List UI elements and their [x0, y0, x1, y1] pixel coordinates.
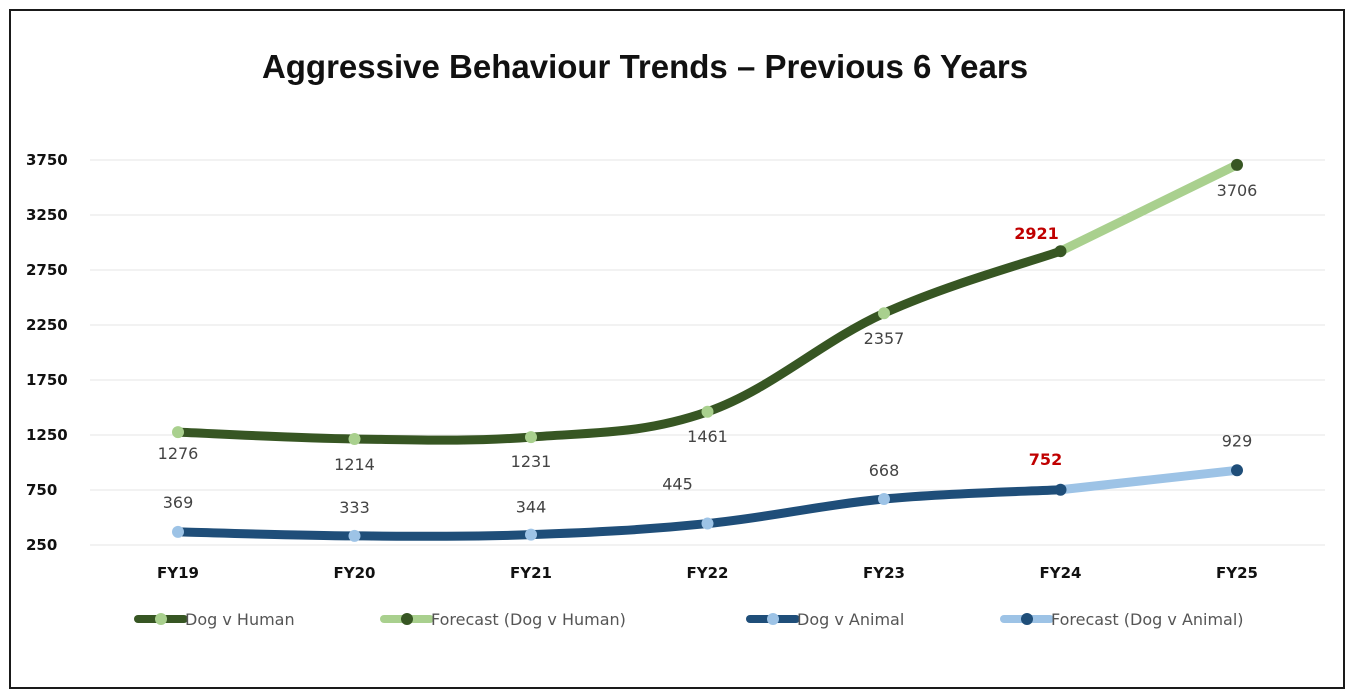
x-tick-label: FY23: [863, 564, 905, 582]
data-point: [1231, 158, 1243, 171]
legend-label: Forecast (Dog v Human): [431, 610, 626, 629]
legend-marker: [401, 613, 413, 625]
data-point: [1054, 245, 1067, 258]
line-chart: 3750 3250 2750 2250 1750 1250 750 250 FY19 FY20 FY…: [26, 151, 1325, 629]
data-label: 333: [339, 498, 370, 517]
series-line-forecast-dog-v-human-: [1056, 160, 1242, 256]
data-label: 2921: [1014, 224, 1059, 243]
x-tick-label: FY19: [157, 564, 199, 582]
y-tick-label: 3250: [26, 206, 68, 224]
y-tick-label: 2750: [26, 261, 68, 279]
legend-label: Forecast (Dog v Animal): [1051, 610, 1244, 629]
y-tick-label: 750: [26, 481, 57, 499]
series-line-dog-v-animal: [173, 485, 1065, 541]
data-label: 1214: [334, 455, 375, 474]
data-point: [525, 528, 537, 541]
chart-frame: [9, 9, 1345, 689]
data-label: 929: [1222, 431, 1253, 450]
data-label: 668: [869, 461, 900, 480]
data-point: [172, 525, 184, 538]
chart-title: Aggressive Behaviour Trends – Previous 6…: [261, 48, 1029, 85]
data-label: 369: [163, 493, 194, 512]
data-label: 445: [662, 475, 693, 494]
data-point: [348, 432, 361, 445]
legend-marker: [767, 613, 779, 625]
y-tick-label: 2250: [26, 316, 68, 334]
x-tick-label: FY20: [334, 564, 376, 582]
data-label: 1461: [687, 427, 728, 446]
x-tick-label: FY21: [510, 564, 552, 582]
legend-marker: [155, 613, 167, 625]
data-point: [172, 426, 184, 439]
legend-marker: [1021, 613, 1033, 625]
legend-label: Dog v Animal: [797, 610, 904, 629]
x-tick-label: FY25: [1216, 564, 1258, 582]
data-label: 344: [516, 498, 547, 517]
data-point: [878, 307, 890, 320]
data-point: [1231, 464, 1243, 477]
data-point: [1054, 483, 1067, 496]
x-tick-label: FY22: [687, 564, 729, 582]
y-tick-label: 250: [26, 536, 57, 554]
data-label: 2357: [864, 329, 905, 348]
data-label: 1231: [511, 452, 552, 471]
x-tick-label: FY24: [1040, 564, 1082, 582]
y-tick-label: 1250: [26, 426, 68, 444]
legend-label: Dog v Human: [185, 610, 295, 629]
data-label: 752: [1029, 450, 1062, 469]
data-label: 1276: [158, 444, 199, 463]
series-line-dog-v-human: [173, 246, 1065, 445]
data-point: [701, 405, 714, 418]
data-point: [878, 493, 890, 506]
y-tick-label: 3750: [26, 151, 68, 169]
data-label: 3706: [1217, 181, 1258, 200]
data-point: [348, 529, 361, 542]
data-point: [701, 517, 714, 530]
series-line-forecast-dog-v-animal-: [1056, 465, 1242, 495]
data-point: [525, 431, 537, 444]
y-tick-label: 1750: [26, 371, 68, 389]
